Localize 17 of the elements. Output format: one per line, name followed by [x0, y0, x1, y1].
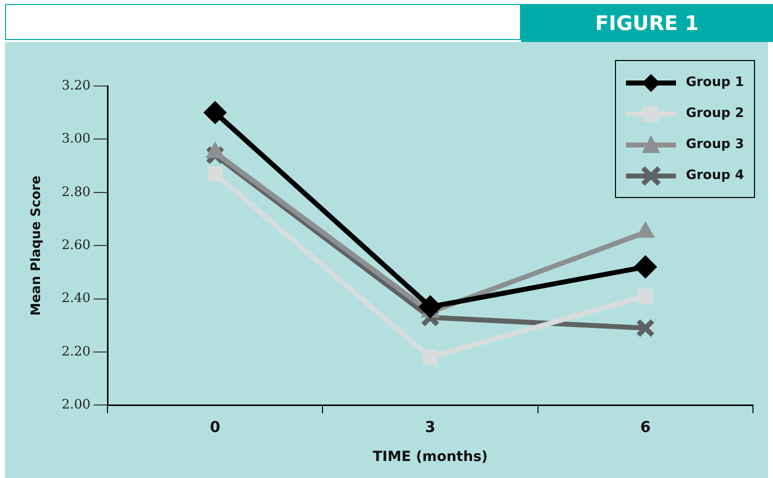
y-tick-label: 3.20 [62, 78, 91, 94]
legend-label: Group 3 [686, 137, 744, 152]
y-tick-label: 2.00 [62, 398, 91, 413]
legend-label: Group 2 [686, 106, 744, 121]
y-tick-label: 2.40 [62, 291, 91, 306]
chart-title: FIGURE 1 [521, 4, 773, 42]
y-axis-title: Mean Plaque Score [29, 175, 44, 316]
y-tick-label: 2.20 [62, 344, 91, 360]
y-tick-label: 3.00 [62, 132, 91, 147]
y-tick-label: 2.80 [62, 184, 91, 200]
x-tick-label: 0 [210, 418, 220, 436]
x-axis-title: TIME (months) [372, 449, 488, 466]
legend-label: Group 1 [686, 75, 744, 90]
y-tick-label: 2.60 [62, 238, 91, 253]
legend-label: Group 4 [686, 168, 744, 183]
x-tick-label: 6 [640, 418, 651, 436]
x-tick-label: 3 [425, 418, 436, 436]
